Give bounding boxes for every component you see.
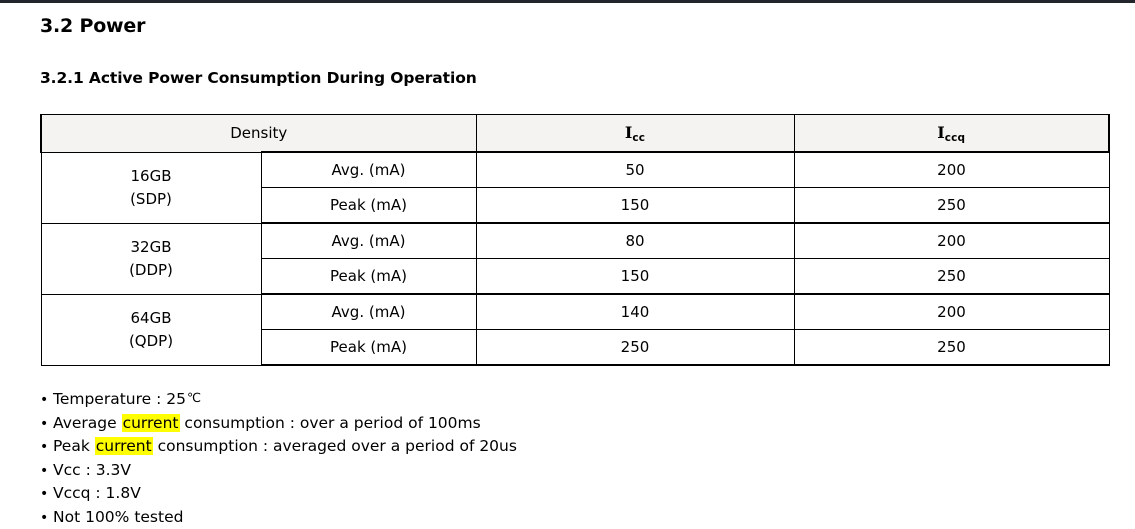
iccq-value: 250 bbox=[794, 330, 1109, 366]
bullet-icon: • bbox=[40, 460, 53, 483]
metric-label: Peak (mA) bbox=[261, 259, 476, 295]
icc-value: 80 bbox=[476, 223, 794, 259]
metric-label: Avg. (mA) bbox=[261, 152, 476, 188]
icc-value: 150 bbox=[476, 259, 794, 295]
density-cell: 32GB (DDP) bbox=[41, 223, 261, 294]
note-text: Vccq : 1.8V bbox=[53, 484, 141, 502]
note-item: •Peak current consumption : averaged ove… bbox=[40, 435, 1110, 459]
density-package: (DDP) bbox=[42, 259, 261, 282]
iccq-value: 250 bbox=[794, 259, 1109, 295]
icc-value: 50 bbox=[476, 152, 794, 188]
icc-value: 140 bbox=[476, 294, 794, 330]
iccq-symbol-letter: I bbox=[937, 123, 944, 142]
table-header: Density Icc Iccq bbox=[41, 115, 1109, 153]
icc-value: 150 bbox=[476, 188, 794, 224]
metric-label: Peak (mA) bbox=[261, 330, 476, 366]
iccq-symbol: Iccq bbox=[937, 123, 965, 142]
density-package: (QDP) bbox=[42, 330, 261, 353]
bullet-icon: • bbox=[40, 483, 53, 506]
active-power-consumption-table: Density Icc Iccq 16GB (SDP) Avg. (mA) 50… bbox=[40, 114, 1110, 366]
note-item: •Vcc : 3.3V bbox=[40, 459, 1110, 483]
note-item: •Temperature : 25℃ bbox=[40, 388, 1110, 412]
note-item: •Not 100% tested bbox=[40, 506, 1110, 529]
table-header-row: Density Icc Iccq bbox=[41, 115, 1109, 153]
table-row: 32GB (DDP) Avg. (mA) 80 200 bbox=[41, 223, 1109, 259]
icc-value: 250 bbox=[476, 330, 794, 366]
metric-label: Avg. (mA) bbox=[261, 294, 476, 330]
column-header-density: Density bbox=[41, 115, 476, 153]
iccq-value: 250 bbox=[794, 188, 1109, 224]
table-row: 16GB (SDP) Avg. (mA) 50 200 bbox=[41, 152, 1109, 188]
page-title: 3.2 Power bbox=[40, 3, 1110, 38]
metric-label: Avg. (mA) bbox=[261, 223, 476, 259]
density-package: (SDP) bbox=[42, 188, 261, 211]
density-capacity: 64GB bbox=[42, 307, 261, 330]
table-row: 64GB (QDP) Avg. (mA) 140 200 bbox=[41, 294, 1109, 330]
metric-label: Peak (mA) bbox=[261, 188, 476, 224]
icc-symbol-subscript: cc bbox=[632, 132, 645, 144]
note-text: Peak bbox=[53, 437, 95, 455]
density-cell: 64GB (QDP) bbox=[41, 294, 261, 365]
note-text: consumption : over a period of 100ms bbox=[180, 414, 481, 432]
celsius-icon: ℃ bbox=[186, 390, 201, 405]
note-text: Vcc : 3.3V bbox=[53, 461, 131, 479]
density-capacity: 32GB bbox=[42, 236, 261, 259]
subsection-title: 3.2.1 Active Power Consumption During Op… bbox=[40, 38, 1110, 88]
column-header-iccq: Iccq bbox=[794, 115, 1109, 153]
note-text: Not 100% tested bbox=[53, 508, 183, 526]
note-text: Temperature : 25 bbox=[53, 390, 186, 408]
density-cell: 16GB (SDP) bbox=[41, 152, 261, 223]
column-header-icc: Icc bbox=[476, 115, 794, 153]
notes-list: •Temperature : 25℃ •Average current cons… bbox=[40, 366, 1110, 529]
note-item: •Average current consumption : over a pe… bbox=[40, 412, 1110, 436]
bullet-icon: • bbox=[40, 436, 53, 459]
iccq-value: 200 bbox=[794, 294, 1109, 330]
note-text: Average bbox=[53, 414, 122, 432]
note-item: •Vccq : 1.8V bbox=[40, 482, 1110, 506]
bullet-icon: • bbox=[40, 389, 53, 412]
density-capacity: 16GB bbox=[42, 165, 261, 188]
iccq-value: 200 bbox=[794, 152, 1109, 188]
bullet-icon: • bbox=[40, 413, 53, 436]
document-content: 3.2 Power 3.2.1 Active Power Consumption… bbox=[40, 3, 1110, 529]
highlighted-term: current bbox=[95, 437, 153, 455]
iccq-value: 200 bbox=[794, 223, 1109, 259]
iccq-symbol-subscript: ccq bbox=[945, 132, 966, 144]
icc-symbol: Icc bbox=[625, 123, 645, 142]
highlighted-term: current bbox=[122, 414, 180, 432]
table-body: 16GB (SDP) Avg. (mA) 50 200 Peak (mA) 15… bbox=[41, 152, 1109, 365]
note-text: consumption : averaged over a period of … bbox=[153, 437, 517, 455]
